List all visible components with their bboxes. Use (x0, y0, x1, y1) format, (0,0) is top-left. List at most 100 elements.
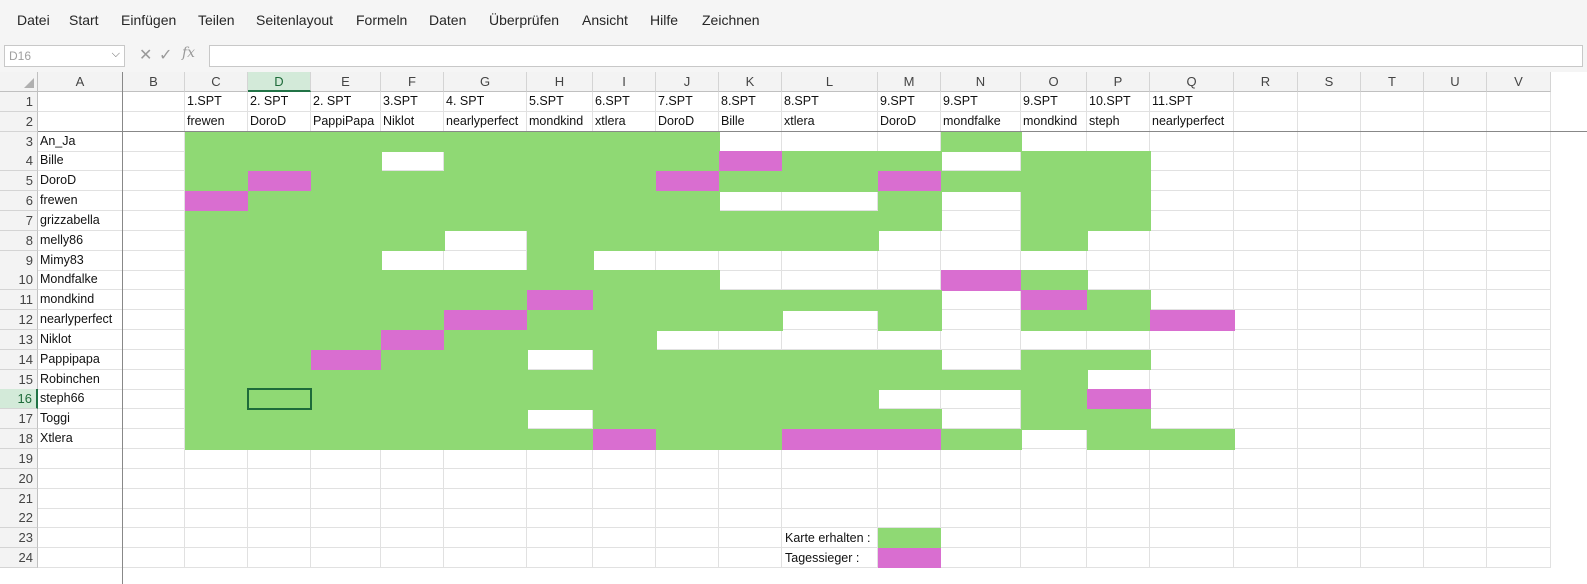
cell[interactable] (1298, 210, 1361, 231)
card-received-cell[interactable] (878, 191, 942, 212)
row-header-3[interactable]: 3 (0, 131, 38, 152)
cell[interactable] (1298, 409, 1361, 430)
menu-datei[interactable]: Datei (17, 12, 50, 28)
player-name[interactable]: mondkind (38, 290, 123, 311)
header-player-label[interactable]: Niklot (381, 111, 444, 132)
cell[interactable] (1361, 448, 1424, 469)
card-received-cell[interactable] (593, 369, 657, 391)
cell[interactable] (782, 488, 878, 509)
cell[interactable] (1424, 508, 1487, 529)
cell[interactable] (1487, 250, 1551, 271)
card-received-cell[interactable] (444, 290, 528, 311)
column-header-q[interactable]: Q (1150, 72, 1234, 92)
card-received-cell[interactable] (719, 310, 783, 331)
card-received-cell[interactable] (381, 369, 445, 391)
cell[interactable] (1234, 92, 1298, 112)
card-received-cell[interactable] (1021, 191, 1088, 212)
cell[interactable] (1021, 508, 1087, 529)
cell[interactable] (381, 448, 444, 469)
row-header-21[interactable]: 21 (0, 488, 38, 509)
cell[interactable] (941, 349, 1021, 370)
check-icon[interactable]: ✓ (159, 47, 173, 64)
cell[interactable] (123, 92, 185, 112)
cell[interactable] (1234, 250, 1298, 271)
menu-seitenlayout[interactable]: Seitenlayout (256, 12, 334, 28)
cell[interactable] (1361, 349, 1424, 370)
cell[interactable] (1361, 111, 1424, 132)
card-received-cell[interactable] (248, 369, 312, 391)
header-spt-label[interactable]: 8.SPT (719, 92, 782, 112)
card-received-cell[interactable] (527, 429, 594, 450)
cell[interactable] (1298, 488, 1361, 509)
card-received-cell[interactable] (719, 409, 783, 430)
cell[interactable] (38, 111, 123, 132)
cell[interactable] (1487, 508, 1551, 529)
card-received-cell[interactable] (782, 171, 879, 192)
cell[interactable] (1361, 191, 1424, 212)
cell[interactable] (527, 448, 593, 469)
column-header-k[interactable]: K (719, 72, 782, 92)
cell[interactable] (1424, 310, 1487, 331)
column-header-g[interactable]: G (444, 72, 527, 92)
cell[interactable] (311, 448, 381, 469)
card-received-cell[interactable] (593, 230, 657, 252)
card-received-cell[interactable] (1087, 171, 1151, 192)
header-player-label[interactable]: mondkind (1021, 111, 1087, 132)
menu-teilen[interactable]: Teilen (198, 12, 235, 28)
day-winner-cell[interactable] (719, 151, 783, 172)
cell[interactable] (1234, 389, 1298, 410)
cell[interactable] (311, 488, 381, 509)
cell[interactable] (1361, 131, 1424, 152)
cell[interactable] (1298, 448, 1361, 469)
row-header-9[interactable]: 9 (0, 250, 38, 271)
cell[interactable] (1424, 329, 1487, 350)
column-header-b[interactable]: B (123, 72, 185, 92)
cell[interactable] (1424, 250, 1487, 271)
cell[interactable] (1424, 468, 1487, 489)
cell[interactable] (1487, 270, 1551, 291)
card-received-cell[interactable] (185, 290, 249, 311)
cell[interactable] (1298, 111, 1361, 132)
day-winner-cell[interactable] (782, 429, 879, 450)
cell[interactable] (248, 488, 311, 509)
cell[interactable] (444, 230, 527, 251)
cell[interactable] (123, 270, 185, 291)
cell[interactable] (381, 528, 444, 549)
card-received-cell[interactable] (1150, 429, 1235, 450)
card-received-cell[interactable] (381, 270, 445, 291)
cell[interactable] (1150, 468, 1234, 489)
header-spt-label[interactable]: 7.SPT (656, 92, 719, 112)
cell[interactable] (1424, 369, 1487, 390)
cell[interactable] (1424, 488, 1487, 509)
cell[interactable] (1150, 250, 1234, 271)
cell[interactable] (941, 230, 1021, 251)
player-name[interactable]: An_Ja (38, 131, 123, 152)
cell[interactable] (1234, 270, 1298, 291)
cell[interactable] (593, 448, 656, 469)
card-received-cell[interactable] (941, 429, 1022, 450)
cell[interactable] (1487, 468, 1551, 489)
cell[interactable] (782, 468, 878, 489)
cell[interactable] (941, 448, 1021, 469)
cell[interactable] (1424, 230, 1487, 251)
cell[interactable] (1150, 389, 1234, 410)
card-received-cell[interactable] (593, 131, 657, 153)
cell[interactable] (1234, 210, 1298, 231)
row-header-4[interactable]: 4 (0, 151, 38, 172)
card-received-cell[interactable] (656, 310, 720, 331)
card-received-cell[interactable] (782, 290, 879, 311)
header-player-label[interactable]: mondfalke (941, 111, 1021, 132)
card-received-cell[interactable] (1087, 349, 1151, 371)
cell[interactable] (782, 310, 878, 331)
cell[interactable] (1234, 508, 1298, 529)
cell[interactable] (593, 488, 656, 509)
card-received-cell[interactable] (593, 310, 657, 331)
cell[interactable] (185, 468, 248, 489)
cell[interactable] (1021, 131, 1087, 152)
row-header-8[interactable]: 8 (0, 230, 38, 251)
card-received-cell[interactable] (444, 389, 528, 410)
cell[interactable] (719, 131, 782, 152)
cell[interactable] (1487, 409, 1551, 430)
row-header-22[interactable]: 22 (0, 508, 38, 529)
cell[interactable] (1424, 349, 1487, 370)
